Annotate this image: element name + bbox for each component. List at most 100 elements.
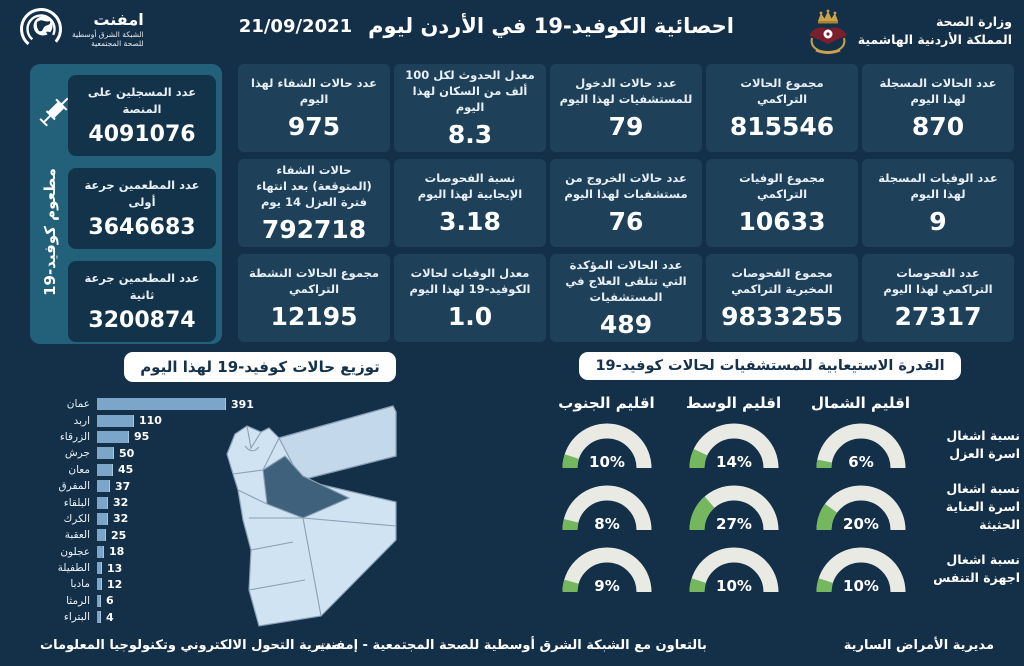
gauge-grid: اقليم الشمال اقليم الوسط اقليم الجنوب نسبة … <box>520 388 1020 598</box>
stat-card-value: 12195 <box>270 302 358 332</box>
gauge: 27% <box>670 478 797 536</box>
bar-value-label: 45 <box>118 463 134 477</box>
stat-card-value: 9833255 <box>721 302 843 332</box>
vaccination-card: عدد المسجلين على المنصة 4091076 <box>68 75 216 156</box>
stat-card-label: عدد الفحوصات التراكمي لهذا اليوم <box>883 265 993 296</box>
amfanet-globe-icon <box>20 8 62 50</box>
stat-card-value: 10633 <box>738 207 826 237</box>
cases-bar-chart: عمان 391 اربد 110 الزرقاء 95 جرش 50 معان 45 المفرق… <box>32 396 352 625</box>
stat-card-label: معدل الوفيات لحالات الكوفيد-19 لهذا اليو… <box>409 265 531 296</box>
stat-card-label: عدد حالات الخروج من مستشفيات لهذا اليوم <box>564 170 688 201</box>
bar <box>97 496 108 509</box>
logo-subtitle-2: للصحة المجتمعية <box>91 39 144 48</box>
vaccination-cards: عدد المسجلين على المنصة 4091076 عدد المطعم… <box>68 75 216 342</box>
bar <box>97 611 101 624</box>
bar-value-label: 110 <box>139 414 162 428</box>
stat-card: مجموع الحالات النشطة التراكمي 12195 <box>238 254 390 342</box>
vaccination-card: عدد المطعمين جرعة أولى 3646683 <box>68 168 216 249</box>
bar-value-label: 50 <box>119 446 135 460</box>
gauge-percent-label: 10% <box>716 577 752 595</box>
bar-row: معان 45 <box>32 462 352 478</box>
bar-category-label: الرمثا <box>66 594 90 607</box>
bar-category-label: عجلون <box>60 545 90 558</box>
vaccinated-covid19-vertical-label: مطعوم كوفيد-19 <box>41 168 59 296</box>
syringe-icon <box>39 97 69 127</box>
bar-row: الزرقاء 95 <box>32 429 352 445</box>
bar <box>97 545 104 558</box>
footer: مديرية الأمراض السارية بالتعاون مع الشبك… <box>0 638 1024 656</box>
vaccination-card: عدد المطعمين جرعة ثانية 3200874 <box>68 261 216 342</box>
bar-row: العقبة 25 <box>32 527 352 543</box>
bar <box>97 480 110 493</box>
bar-row: البلقاء 32 <box>32 494 352 510</box>
bar-category-label: اربد <box>73 414 90 427</box>
bar-value-label: 32 <box>113 496 129 510</box>
gauge-arc: 10% <box>562 423 651 471</box>
bar-row: مادبا 12 <box>32 576 352 592</box>
gauge-percent-label: 27% <box>716 515 752 533</box>
ministry-name: وزارة الصحة <box>935 13 1012 29</box>
gauge-percent-label: 6% <box>848 453 873 471</box>
bar <box>97 562 102 575</box>
gauge-row-label: نسبة اشغال اسرة العزل <box>946 427 1020 461</box>
stat-card-label: نسبة الفحوصات الإيجابية لهذا اليوم <box>417 170 523 201</box>
jordan-map-amman-region <box>262 455 351 519</box>
vaccination-card-label: عدد المطعمين جرعة ثانية <box>84 271 200 302</box>
region-header: اقليم الوسط <box>685 394 782 412</box>
bar-row: الكرك 32 <box>32 511 352 527</box>
gauge-percent-label: 14% <box>716 453 752 471</box>
gauge-percent-label: 20% <box>843 515 879 533</box>
gauge-arc: 27% <box>689 485 778 533</box>
stat-card: عدد الحالات المؤكدة التي تتلقى العلاج في… <box>550 254 702 342</box>
bar-value-label: 95 <box>134 430 150 444</box>
stat-card: عدد حالات الشفاء لهذا اليوم 975 <box>238 64 390 152</box>
vaccination-card-value: 3200874 <box>88 307 196 333</box>
gauge: 20% <box>797 478 924 536</box>
ministry-country: المملكة الأردنية الهاشمية <box>857 32 1012 47</box>
vaccination-card-value: 4091076 <box>88 121 196 147</box>
footer-collaboration: بالتعاون مع الشبكة الشرق أوسطية للصحة ال… <box>317 638 707 653</box>
vaccination-card-label: عدد المطعمين جرعة أولى <box>84 178 200 209</box>
logo-subtitle-1: الشبكة الشرق أوسطية <box>72 29 144 39</box>
bar-row: عجلون 18 <box>32 544 352 560</box>
bar-category-label: البلقاء <box>63 496 90 509</box>
stat-card-value: 815546 <box>729 112 835 142</box>
stat-card: عدد حالات الدخول للمستشفيات لهذا اليوم 79 <box>550 64 702 152</box>
stat-card-label: عدد الحالات المسجلة لهذا اليوم <box>879 75 997 106</box>
bar-row: عمان 391 <box>32 396 352 412</box>
gauge-arc: 10% <box>689 547 778 595</box>
bar-category-label: العقبة <box>64 529 90 542</box>
bar-category-label: جرش <box>64 447 90 460</box>
vaccination-card-value: 3646683 <box>88 214 196 240</box>
stat-card-label: معدل الحدوث لكل 100 ألف من السكان لهذا ا… <box>405 67 535 115</box>
stat-card: معدل الحدوث لكل 100 ألف من السكان لهذا ا… <box>394 64 546 152</box>
vaccination-side-strip: مطعوم كوفيد-19 <box>30 64 70 344</box>
vaccination-card-label: عدد المسجلين على المنصة <box>87 85 197 116</box>
stat-card-label: عدد الوفيات المسجلة لهذا اليوم <box>878 170 998 201</box>
bar-row: المفرق 37 <box>32 478 352 494</box>
gauge-arc: 14% <box>689 423 778 471</box>
bar <box>97 447 114 460</box>
bar-value-label: 18 <box>109 545 125 559</box>
ministry-block: وزارة الصحة المملكة الأردنية الهاشمية <box>806 8 1012 54</box>
bar-value-label: 391 <box>231 397 254 411</box>
report-date: 21/09/2021 <box>238 15 353 37</box>
capacity-title: القدرة الاستيعابية للمستشفيات لحالات كوف… <box>579 352 961 380</box>
bar-category-label: الطفيلة <box>57 562 90 575</box>
bar <box>97 430 129 443</box>
gauge-arc: 6% <box>816 423 905 471</box>
gauge: 10% <box>670 540 797 598</box>
stat-card-value: 489 <box>599 310 653 340</box>
stat-card-label: مجموع الحالات التراكمي <box>740 75 824 106</box>
bar-category-label: المفرق <box>58 480 90 493</box>
gauge: 14% <box>670 416 797 474</box>
stat-card: مجموع الفحوصات المخبرية التراكمي 9833255 <box>706 254 858 342</box>
stat-card: عدد حالات الخروج من مستشفيات لهذا اليوم 7… <box>550 159 702 247</box>
bar-row: الطفيلة 13 <box>32 560 352 576</box>
stat-card-value: 3.18 <box>439 207 501 237</box>
stat-card: عدد الوفيات المسجلة لهذا اليوم 9 <box>862 159 1014 247</box>
bar-row: البتراء 4 <box>32 609 352 625</box>
bar <box>97 578 102 591</box>
bar-value-label: 32 <box>113 512 129 526</box>
